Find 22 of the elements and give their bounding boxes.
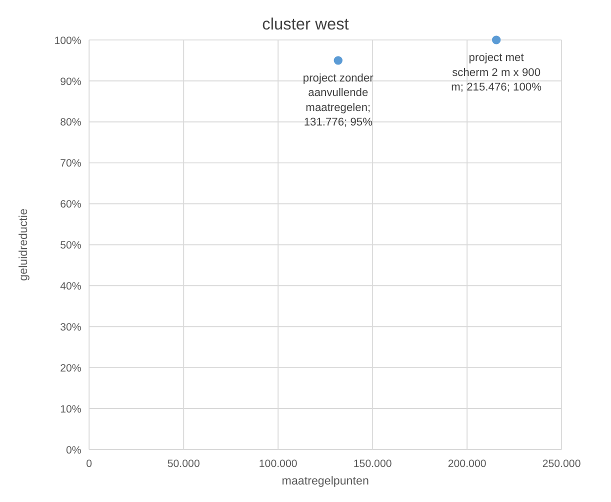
y-tick-label: 30%	[60, 321, 82, 334]
x-tick-label: 100.000	[258, 458, 298, 470]
y-tick-label: 50%	[60, 240, 82, 252]
y-tick-label: 90%	[60, 76, 82, 88]
y-tick-label: 20%	[60, 362, 82, 374]
annotation: project zonder aanvullende maatregelen; 131.776; 95%	[302, 72, 374, 128]
y-tick-label: 40%	[60, 280, 82, 293]
x-tick-label: 250.000	[542, 458, 581, 470]
chart-title: cluster west	[262, 15, 350, 34]
annotation: project met scherm 2 m x 900 m; 215.476; 100%	[451, 52, 542, 94]
y-tick-label: 80%	[60, 116, 82, 129]
y-tick-label: 10%	[60, 403, 82, 416]
y-tick-label: 70%	[60, 158, 82, 170]
x-tick-label: 50.000	[167, 458, 200, 470]
y-tick-label: 0%	[66, 444, 82, 456]
y-tick-label: 100%	[54, 34, 82, 47]
x-tick-label: 0	[86, 458, 92, 470]
y-axis-title: geluidreductie	[17, 208, 30, 281]
x-axis-title: maatregelpunten	[282, 474, 369, 488]
y-tick-label: 60%	[60, 198, 82, 211]
x-tick-label: 200.000	[448, 458, 486, 470]
x-tick-label: 150.000	[353, 458, 392, 470]
